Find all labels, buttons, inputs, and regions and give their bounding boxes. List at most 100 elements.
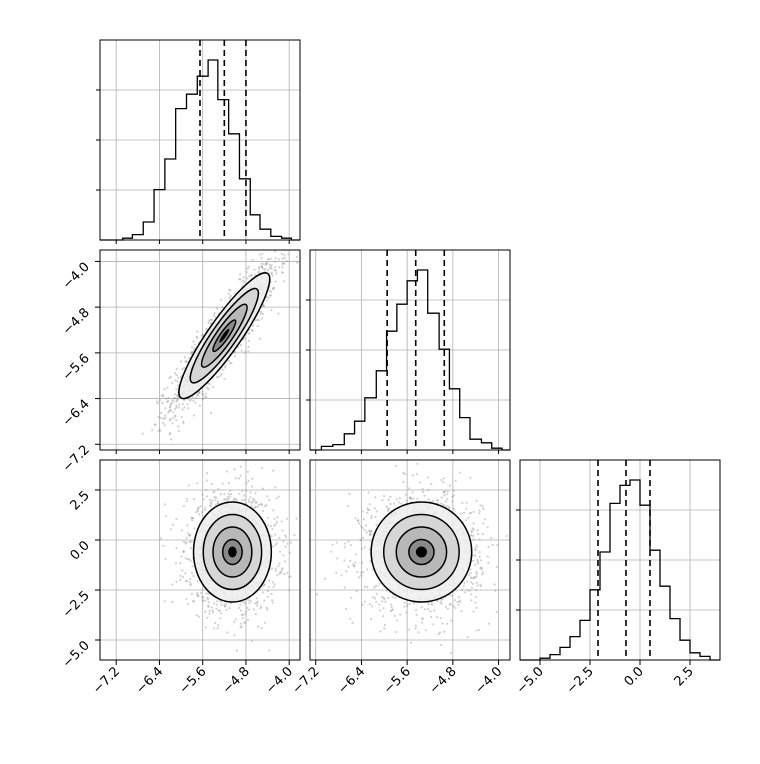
sample-point: [196, 594, 199, 597]
sample-point: [191, 519, 194, 522]
sample-point: [273, 250, 277, 253]
sample-point: [259, 607, 262, 610]
sample-point: [196, 482, 199, 485]
sample-point: [209, 502, 213, 505]
sample-point: [188, 558, 191, 561]
sample-point: [195, 397, 198, 400]
sample-point: [273, 517, 276, 520]
sample-point: [258, 337, 261, 340]
sample-point: [205, 592, 208, 595]
sample-point: [344, 607, 348, 611]
sample-point: [162, 421, 165, 425]
sample-point: [391, 596, 394, 599]
sample-point: [223, 605, 227, 608]
sample-point: [180, 529, 183, 532]
sample-point: [475, 499, 478, 502]
sample-point: [192, 399, 195, 402]
sample-point: [198, 513, 201, 516]
sample-point: [491, 543, 494, 547]
sample-point: [395, 630, 398, 634]
sample-point: [481, 571, 484, 574]
sample-point: [181, 576, 185, 579]
sample-point: [228, 296, 231, 299]
sample-point: [384, 600, 387, 603]
x-tick-label: −4.0: [472, 664, 505, 697]
sample-point: [281, 266, 284, 269]
sample-point: [405, 499, 408, 502]
sample-point: [481, 505, 484, 508]
sample-point: [289, 575, 292, 578]
sample-point: [390, 606, 393, 609]
sample-point: [206, 616, 209, 619]
sample-point: [241, 489, 244, 493]
sample-point: [366, 586, 369, 589]
sample-point: [159, 537, 162, 540]
sample-point: [378, 582, 381, 585]
sample-point: [442, 481, 445, 484]
sample-point: [198, 404, 201, 407]
sample-point: [478, 512, 481, 515]
sample-point: [158, 428, 161, 431]
sample-point: [258, 253, 262, 256]
sample-point: [265, 262, 268, 265]
sample-point: [473, 576, 476, 579]
sample-point: [476, 529, 479, 532]
sample-point: [397, 501, 401, 504]
sample-point: [283, 254, 286, 257]
sample-point: [254, 505, 257, 509]
sample-point: [452, 605, 455, 608]
sample-point: [249, 600, 252, 603]
sample-point: [201, 390, 204, 393]
sample-point: [200, 596, 203, 599]
sample-point: [413, 602, 416, 605]
sample-point: [215, 607, 218, 610]
sample-point: [184, 360, 187, 363]
sample-point: [246, 470, 249, 473]
sample-point: [168, 406, 172, 409]
sample-point: [379, 630, 382, 633]
sample-point: [441, 598, 444, 601]
sample-point: [283, 256, 286, 260]
sample-point: [201, 398, 204, 401]
sample-point: [156, 400, 159, 403]
sample-point: [460, 610, 463, 613]
sample-point: [176, 398, 179, 401]
sample-point: [476, 560, 479, 564]
sample-point: [179, 574, 182, 577]
sample-point: [474, 548, 477, 551]
sample-point: [478, 509, 481, 512]
sample-point: [470, 599, 473, 602]
sample-point: [272, 286, 276, 290]
sample-point: [177, 384, 180, 387]
density-frame-0: [99, 249, 301, 451]
sample-point: [169, 417, 172, 421]
sample-point: [227, 497, 230, 500]
sample-point: [211, 611, 214, 614]
sample-point: [470, 581, 473, 584]
sample-point: [238, 492, 241, 495]
sample-point: [470, 533, 473, 537]
sample-point: [475, 589, 478, 592]
x-tick-label: −6.4: [133, 664, 166, 697]
sample-point: [208, 612, 211, 615]
sample-point: [259, 605, 263, 608]
sample-point: [244, 621, 247, 624]
sample-point: [270, 290, 273, 293]
sample-point: [198, 391, 201, 394]
sample-point: [266, 269, 269, 272]
sample-point: [169, 403, 172, 406]
sample-point: [215, 307, 219, 310]
sample-point: [229, 362, 232, 365]
sample-point: [223, 603, 226, 606]
sample-point: [424, 629, 427, 632]
sample-point: [288, 589, 291, 592]
sample-point: [335, 571, 338, 575]
sample-point: [277, 266, 281, 269]
sample-point: [254, 602, 257, 605]
sample-point: [270, 593, 273, 596]
sample-point: [195, 614, 198, 617]
histogram-panel-1: [306, 250, 510, 451]
sample-point: [275, 272, 278, 275]
sample-point: [272, 286, 275, 290]
sample-point: [181, 408, 184, 411]
